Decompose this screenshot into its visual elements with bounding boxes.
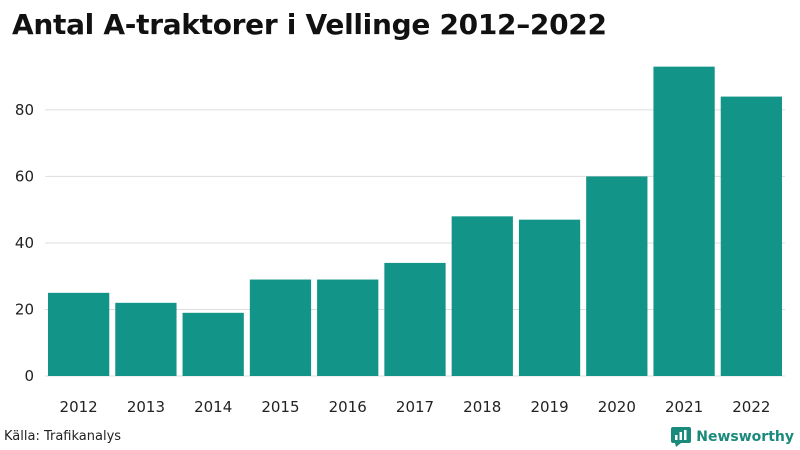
brand-name: Newsworthy [696,429,794,445]
y-tick-label: 20 [15,300,34,318]
bar-2014 [182,312,244,376]
bar-2012 [48,292,110,376]
x-tick-label: 2021 [665,398,703,416]
bar-2013 [115,302,177,376]
x-tick-label: 2019 [530,398,568,416]
bar-2019 [518,219,581,376]
bar-2016 [317,279,379,376]
bar-2021 [653,66,715,377]
bar-2022 [720,96,782,376]
x-tick-label: 2013 [127,398,165,416]
x-tick-label: 2017 [396,398,434,416]
newsworthy-logo-icon [671,427,692,447]
bar-2015 [249,279,312,376]
bars [48,66,782,377]
chart-title: Antal A-traktorer i Vellinge 2012–2022 [12,8,607,41]
y-tick-label: 80 [15,101,34,119]
bar-2020 [586,176,648,376]
y-tick-label: 40 [15,234,34,252]
x-tick-label: 2012 [60,398,98,416]
x-tick-label: 2016 [329,398,367,416]
y-tick-label: 0 [24,367,34,385]
bar-2017 [384,262,446,376]
y-tick-label: 60 [15,167,34,185]
x-tick-label: 2015 [261,398,299,416]
y-axis-tick-labels: 0 20 40 60 80 [15,101,34,385]
source-note: Källa: Trafikanalys [4,429,122,444]
x-axis-tick-labels: 2012 2013 2014 2015 2016 2017 2018 2019 2020 2021… [60,398,771,416]
x-tick-label: 2022 [732,398,770,416]
bar-2018 [451,216,513,376]
brand-logo: Newsworthy [671,426,794,448]
x-tick-label: 2014 [194,398,232,416]
x-tick-label: 2018 [463,398,501,416]
x-tick-label: 2020 [598,398,636,416]
